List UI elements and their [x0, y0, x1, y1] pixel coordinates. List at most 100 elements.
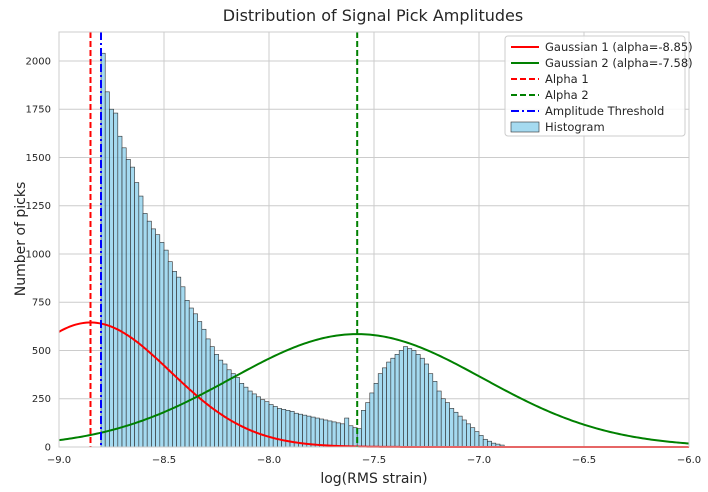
x-tick-label: −7.0	[467, 455, 491, 466]
histogram-bar	[104, 91, 110, 448]
legend-label: Amplitude Threshold	[545, 104, 664, 118]
y-tick-label: 1500	[26, 153, 51, 164]
legend-box	[504, 35, 686, 137]
x-tick-label: −6.5	[572, 455, 596, 466]
histogram-bar	[440, 398, 446, 448]
histogram-bar	[235, 377, 240, 448]
histogram-bar	[214, 354, 219, 448]
histogram-bar	[306, 415, 312, 448]
histogram-bar	[176, 276, 182, 448]
chart-title: Distribution of Signal Pick Amplitudes	[223, 6, 523, 25]
histogram-bar	[184, 300, 190, 448]
y-tick-label: 1250	[26, 201, 51, 212]
histogram-bar	[344, 417, 350, 448]
legend-swatch	[510, 121, 540, 133]
histogram-bar	[382, 367, 387, 448]
histogram-bar	[428, 373, 434, 448]
histogram-bar	[373, 383, 379, 448]
histogram-bar	[239, 383, 245, 448]
histogram-bar	[335, 422, 341, 448]
y-tick-label: 250	[32, 394, 51, 405]
histogram-bar	[466, 423, 471, 448]
histogram-bar	[398, 350, 404, 448]
histogram-bar	[314, 417, 320, 448]
histogram-bar	[323, 419, 329, 448]
histogram-bar	[180, 286, 186, 448]
legend-label: Alpha 2	[545, 88, 589, 102]
histogram-bars	[100, 52, 505, 448]
histogram-bar	[218, 359, 224, 448]
histogram-bar	[449, 408, 455, 448]
histogram-bar	[125, 159, 131, 448]
y-tick-label: 500	[32, 346, 51, 357]
histogram-bar	[268, 404, 274, 448]
histogram-bar	[188, 307, 194, 448]
histogram-bar	[386, 361, 392, 448]
histogram-bar	[394, 354, 400, 448]
histogram-bar	[407, 348, 413, 448]
histogram-bar	[470, 427, 476, 448]
histogram-bar	[411, 350, 417, 448]
histogram-bar	[151, 228, 156, 448]
histogram-bar	[209, 346, 215, 448]
histogram-bar	[243, 386, 249, 448]
histogram-bar	[142, 213, 148, 448]
histogram-bar	[159, 242, 165, 448]
x-tick-label: −8.0	[257, 455, 281, 466]
histogram-bar	[478, 435, 484, 448]
x-tick-label: −8.5	[152, 455, 176, 466]
y-tick-label: 750	[32, 298, 51, 309]
histogram-bar	[361, 410, 366, 448]
histogram-bar	[377, 373, 383, 448]
x-tick-label: −7.5	[362, 455, 386, 466]
histogram-bar	[461, 419, 467, 448]
histogram-bar	[390, 357, 396, 448]
histogram-bar	[369, 392, 375, 448]
histogram-bar	[117, 135, 123, 448]
histogram-bar	[457, 415, 463, 448]
histogram-bar	[319, 418, 324, 448]
legend-label: Gaussian 1 (alpha=-8.85)	[545, 40, 693, 54]
y-axis-ticks: 0 250 500 750 1000 1250 1500 1750 2000	[26, 56, 51, 453]
histogram-bar	[432, 381, 438, 448]
y-tick-label: 1000	[26, 249, 51, 260]
x-tick-label: −6.0	[677, 455, 701, 466]
histogram-bar	[205, 338, 211, 448]
histogram-bar	[251, 393, 257, 448]
y-axis-title: Number of picks	[13, 182, 29, 297]
histogram-bar	[260, 399, 266, 448]
histogram-bar	[163, 249, 169, 448]
histogram-bar	[436, 390, 442, 448]
vertical-lines	[89, 32, 359, 447]
y-tick-label: 0	[45, 443, 51, 454]
x-axis-ticks: −9.0 −8.5 −8.0 −7.5 −7.0 −6.5 −6.0	[47, 455, 701, 466]
histogram-bar	[256, 396, 261, 448]
histogram-bar	[474, 431, 480, 448]
histogram-bar	[272, 406, 278, 448]
histogram-bar	[138, 195, 144, 448]
histogram-bar	[453, 411, 459, 448]
histogram-bar	[197, 321, 203, 448]
y-tick-label: 2000	[26, 56, 51, 67]
histogram-bar	[482, 438, 488, 448]
histogram-bar	[348, 425, 354, 448]
plot-frame	[58, 31, 690, 448]
legend-label: Alpha 1	[545, 72, 589, 86]
histogram-bar	[247, 390, 253, 448]
histogram-bar	[327, 420, 333, 448]
histogram-bar	[419, 357, 425, 448]
histogram-bar	[146, 220, 152, 448]
histogram-bar	[167, 261, 173, 448]
histogram-bar	[403, 346, 408, 448]
histogram-bar	[424, 363, 429, 448]
histogram-bar	[310, 416, 316, 448]
gaussian-curve-2	[58, 333, 690, 445]
histogram-bar	[445, 402, 450, 448]
histogram-bar	[113, 112, 119, 448]
histogram-bar	[340, 423, 345, 448]
legend: Gaussian 1 (alpha=-8.85) Gaussian 2 (alph…	[504, 35, 693, 137]
histogram-bar	[121, 147, 127, 448]
histogram-bar	[277, 408, 282, 448]
histogram-bar	[222, 363, 228, 448]
